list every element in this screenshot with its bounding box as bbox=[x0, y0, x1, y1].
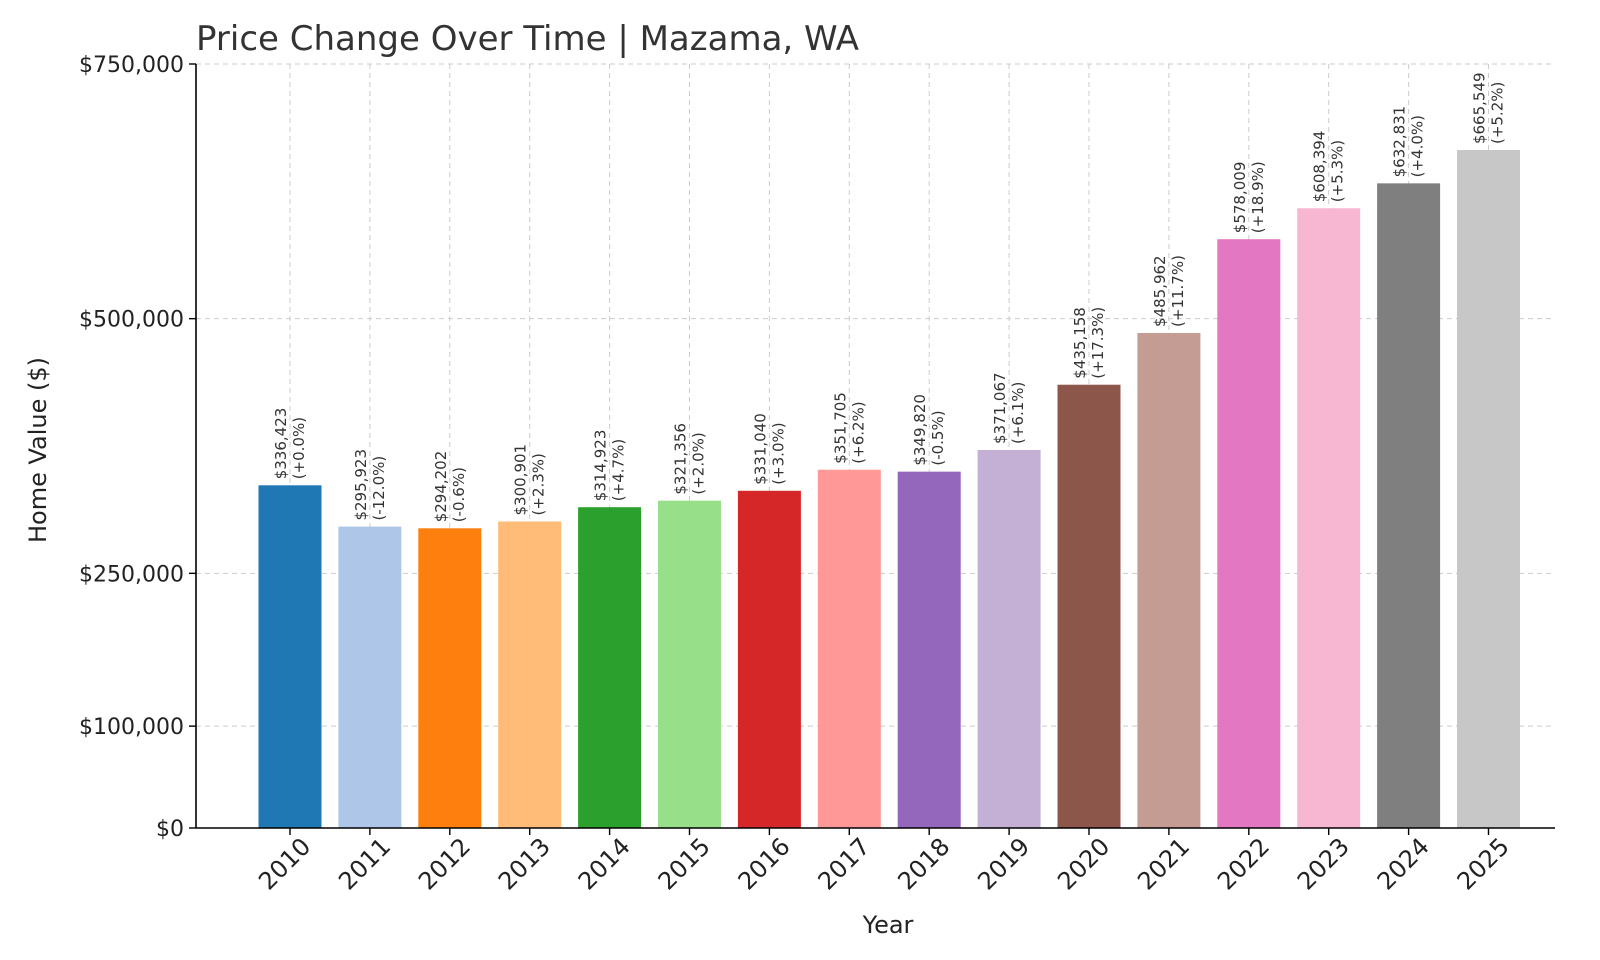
bar-value-label: $321,356 (+2.0%) bbox=[672, 423, 708, 495]
bar bbox=[1297, 208, 1361, 828]
bar-change-text: (+0.0%) bbox=[290, 417, 308, 479]
x-axis-label: Year bbox=[862, 911, 914, 939]
bar-change-text: (+3.0%) bbox=[769, 422, 787, 484]
bar-change-text: (+4.0%) bbox=[1409, 115, 1427, 177]
bar-value-text: $608,394 bbox=[1311, 131, 1329, 203]
x-tick-label: 2015 bbox=[653, 832, 716, 895]
bar bbox=[737, 490, 801, 828]
bar-value-label: $314,923 (+4.7%) bbox=[592, 430, 628, 502]
x-tick-label: 2017 bbox=[813, 832, 876, 895]
bar bbox=[578, 507, 642, 828]
bar-value-label: $608,394 (+5.3%) bbox=[1311, 131, 1347, 203]
bar-value-label: $435,158 (+17.3%) bbox=[1071, 307, 1107, 379]
bar-change-text: (+6.1%) bbox=[1009, 382, 1027, 444]
x-tick-label: 2023 bbox=[1292, 832, 1355, 895]
bar bbox=[498, 521, 562, 828]
y-tick-label: $0 bbox=[156, 817, 184, 842]
x-tick-label: 2025 bbox=[1452, 832, 1515, 895]
bar-change-text: (+4.7%) bbox=[610, 439, 628, 501]
x-tick-label: 2010 bbox=[253, 832, 316, 895]
bar-value-label: $331,040 (+3.0%) bbox=[751, 413, 787, 485]
y-tick-label: $750,000 bbox=[79, 53, 184, 78]
bars bbox=[258, 150, 1520, 829]
bar-change-text: (+2.3%) bbox=[530, 453, 548, 515]
bar-change-text: (+6.2%) bbox=[849, 401, 867, 463]
bar-value-text: $435,158 bbox=[1071, 307, 1089, 379]
x-tick-label: 2014 bbox=[573, 832, 636, 895]
x-tick-label: 2018 bbox=[892, 832, 955, 895]
bar-value-text: $336,423 bbox=[272, 408, 290, 480]
bar bbox=[977, 450, 1041, 828]
bar-labels: $336,423 (+0.0%)$295,923 (-12.0%) $294,202(… bbox=[272, 72, 1507, 522]
bar-value-text: $632,831 bbox=[1391, 106, 1409, 178]
bar-change-text: (-0.5%) bbox=[929, 410, 947, 465]
x-tick-label: 2011 bbox=[333, 832, 396, 895]
bar-value-label: $349,820 (-0.5%) bbox=[911, 394, 947, 466]
x-tick-label: 2016 bbox=[733, 832, 796, 895]
x-tick-label: 2024 bbox=[1372, 832, 1435, 895]
bar-value-label: $578,009 (+18.9%) bbox=[1231, 161, 1267, 233]
bar bbox=[1377, 183, 1441, 829]
bar bbox=[418, 528, 482, 828]
bar-change-text: (+17.3%) bbox=[1089, 307, 1107, 379]
bar-value-text: $294,202 bbox=[432, 451, 450, 523]
bar-value-text: $321,356 bbox=[672, 423, 690, 495]
x-tick-label: 2020 bbox=[1052, 832, 1115, 895]
bar-value-text: $314,923 bbox=[592, 430, 610, 502]
y-tick-label: $250,000 bbox=[79, 562, 184, 587]
bar-value-label: $485,962 (+11.7%) bbox=[1151, 255, 1187, 327]
bar-value-text: $351,705 bbox=[831, 392, 849, 464]
bar-value-label: $665,549 (+5.2%) bbox=[1471, 72, 1507, 144]
bar-value-label: $300,901 (+2.3%) bbox=[512, 444, 548, 516]
y-tick-label: $100,000 bbox=[79, 715, 184, 740]
bar-value-label: $336,423 (+0.0%) bbox=[272, 408, 308, 480]
bar-value-text: $485,962 bbox=[1151, 255, 1169, 327]
x-tick-label: 2022 bbox=[1212, 832, 1275, 895]
bar-change-text: (+18.9%) bbox=[1249, 161, 1267, 233]
bar-value-text: $578,009 bbox=[1231, 162, 1249, 234]
bar-value-text: $331,040 bbox=[751, 413, 769, 485]
bar-value-text: $371,067 bbox=[991, 372, 1009, 444]
bar-change-text: (-12.0%) bbox=[370, 456, 388, 521]
bar bbox=[1137, 332, 1201, 828]
bar-value-label: $294,202 (-0.6%) bbox=[432, 451, 468, 523]
bar bbox=[1217, 239, 1281, 829]
bar-change-text: (+5.2%) bbox=[1489, 82, 1507, 144]
bar-change-text: (+2.0%) bbox=[690, 432, 708, 494]
bar-change-text: (-0.6%) bbox=[450, 467, 468, 522]
x-tick-label: 2021 bbox=[1132, 832, 1195, 895]
bar-value-text: $300,901 bbox=[512, 444, 530, 516]
bar-change-text: (+11.7%) bbox=[1169, 255, 1187, 327]
y-axis-label: Home Value ($) bbox=[24, 357, 52, 543]
x-axis-ticks: 2010 2011 2012 2013 2014 2015 2016 2017 2018 2019… bbox=[253, 828, 1515, 895]
x-tick-label: 2013 bbox=[493, 832, 556, 895]
bar bbox=[817, 469, 881, 828]
bar bbox=[658, 500, 721, 828]
bar-value-text: $665,549 bbox=[1471, 72, 1489, 144]
bar bbox=[258, 485, 322, 828]
chart-title: Price Change Over Time | Mazama, WA bbox=[196, 19, 859, 59]
y-axis-ticks: $0 $100,000 $250,000 $500,000 $750,000 bbox=[79, 53, 196, 842]
x-tick-label: 2019 bbox=[972, 832, 1035, 895]
x-tick-label: 2012 bbox=[413, 832, 476, 895]
bar-value-label: $632,831 (+4.0%) bbox=[1391, 106, 1427, 178]
bar bbox=[1057, 384, 1121, 828]
y-tick-label: $500,000 bbox=[79, 308, 184, 333]
bar-value-text: $295,923 bbox=[352, 449, 370, 521]
bar-value-label: $295,923 (-12.0%) bbox=[352, 449, 388, 521]
bar-value-label: $371,067 (+6.1%) bbox=[991, 372, 1027, 444]
bar bbox=[897, 471, 961, 828]
bar bbox=[1457, 150, 1520, 829]
bar bbox=[338, 526, 402, 828]
bar-value-text: $349,820 bbox=[911, 394, 929, 466]
bar-value-label: $351,705 (+6.2%) bbox=[831, 392, 867, 464]
bar-change-text: (+5.3%) bbox=[1329, 140, 1347, 202]
